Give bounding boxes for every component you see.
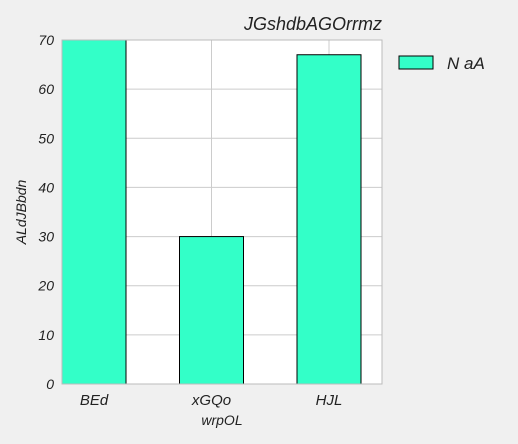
y-axis-ticks: 0 10 20 30 40 50 60 70 [37,32,54,392]
x-tick-label: HJL [316,392,343,409]
y-axis-label: ALdJBbdn [13,179,29,245]
y-tick-label: 0 [46,376,54,392]
legend-swatch [398,55,434,70]
bars [61,39,362,385]
bar-bed [61,39,127,385]
x-tick-label: xGQo [191,392,231,409]
x-axis-label: wrpOL [201,412,242,428]
y-tick-label: 60 [38,81,54,97]
legend-label: N aA [447,54,485,73]
plot-frame [61,39,383,385]
chart-title: JGshdbAGOrrmz [243,14,382,34]
x-tick-label: BEd [80,392,109,409]
y-tick-label: 40 [38,179,54,195]
x-axis-ticks: BEd xGQo HJL [80,392,343,409]
legend: N aA [398,54,485,73]
y-tick-label: 70 [38,32,54,48]
y-tick-label: 50 [38,130,54,146]
y-tick-label: 10 [38,327,54,343]
y-tick-label: 20 [37,278,54,294]
y-tick-label: 30 [38,229,54,245]
bar-xgqo [179,236,244,385]
bar-hjl [296,54,362,385]
